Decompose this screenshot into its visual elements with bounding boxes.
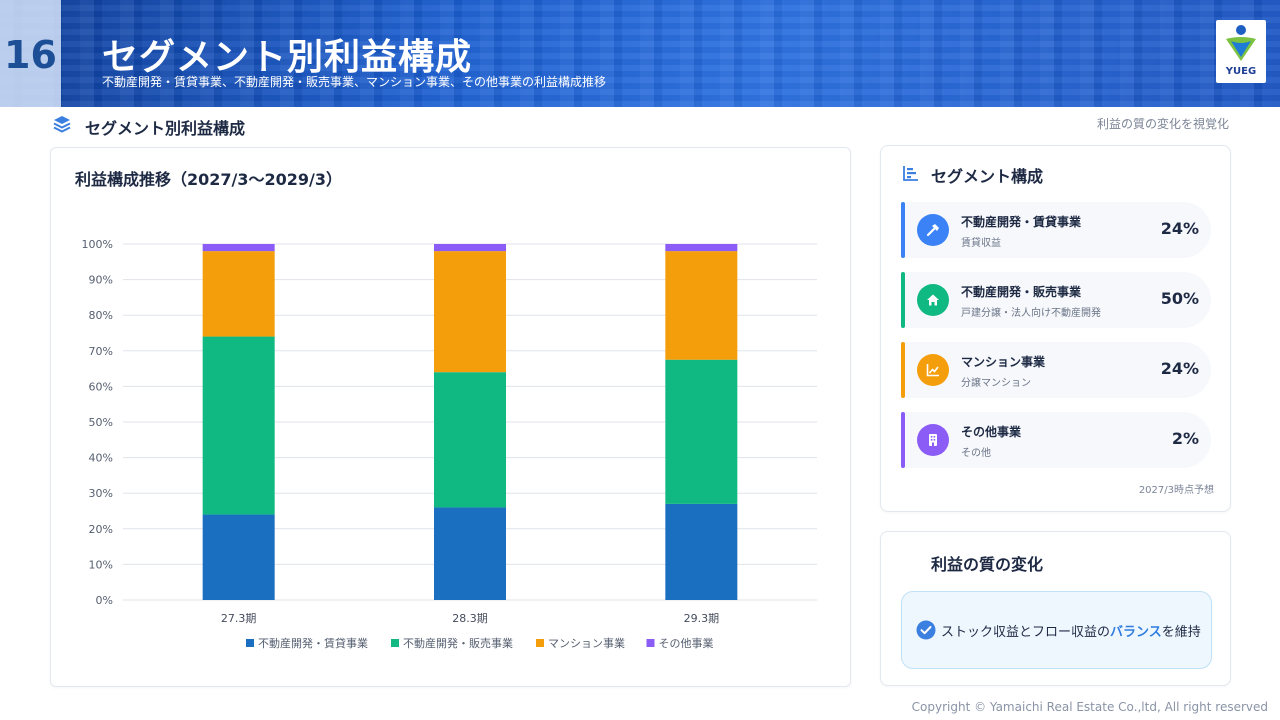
bar-segment bbox=[665, 503, 738, 600]
layers-icon bbox=[53, 116, 71, 133]
y-tick-label: 60% bbox=[89, 380, 113, 393]
bar-segment bbox=[434, 507, 506, 600]
section-note: 利益の質の変化を視覚化 bbox=[1096, 117, 1229, 131]
header-banner: 16 セグメント別利益構成 不動産開発・賃貸事業、不動産開発・販売事業、マンショ… bbox=[0, 0, 1280, 107]
y-tick-label: 70% bbox=[89, 345, 113, 358]
hammer-icon bbox=[926, 224, 939, 237]
y-tick-label: 80% bbox=[89, 309, 113, 322]
segment-desc: 分譲マンション bbox=[961, 378, 1031, 389]
y-tick-label: 50% bbox=[89, 416, 113, 429]
bar-segment bbox=[202, 244, 275, 252]
bar-segment bbox=[665, 359, 738, 504]
legend-label: マンション事業 bbox=[548, 637, 625, 650]
y-tick-label: 90% bbox=[89, 274, 113, 287]
legend-swatch bbox=[646, 639, 655, 647]
profit-quality-box: ストック収益とフロー収益のバランスを維持 bbox=[901, 591, 1212, 669]
segment-percent: 50% bbox=[1160, 289, 1199, 308]
bar-segment bbox=[202, 514, 275, 600]
page-number-box: 16 bbox=[0, 0, 61, 107]
section-title: セグメント別利益構成 bbox=[85, 119, 246, 138]
segment-percent: 24% bbox=[1160, 219, 1199, 238]
bar-chart-icon bbox=[903, 166, 918, 181]
logo-mark-icon bbox=[1226, 25, 1256, 61]
y-tick-label: 100% bbox=[82, 238, 113, 251]
stacked-bar-chart: 0% 10% 20% 30% 40% 50% 60% 70% 80% 90% 100% 27.3期 28… bbox=[82, 238, 817, 650]
chart-card: 利益構成推移（2027/3〜2029/3） 0% 10% 20% 30% 40% 50% 6… bbox=[50, 147, 851, 687]
bar-segment bbox=[202, 336, 275, 515]
segment-percent: 24% bbox=[1160, 359, 1199, 378]
segment-desc: 戸建分譲・法人向け不動産開発 bbox=[961, 308, 1101, 319]
bar-segment bbox=[434, 244, 506, 252]
profit-quality-text: ストック収益とフロー収益のバランスを維持 bbox=[941, 621, 1201, 640]
segment-item-other: その他事業 その他 2% bbox=[901, 412, 1211, 468]
quality-text-after: を維持 bbox=[1161, 625, 1201, 640]
segment-desc: その他 bbox=[961, 448, 991, 459]
bar-segment bbox=[202, 251, 275, 337]
bar-segment bbox=[665, 251, 738, 360]
header-cityscape-background bbox=[0, 0, 1280, 107]
building-icon bbox=[929, 434, 937, 446]
x-tick-label: 28.3期 bbox=[452, 612, 488, 625]
y-tick-label: 30% bbox=[89, 487, 113, 500]
page-subtitle: 不動産開発・賃貸事業、不動産開発・販売事業、マンション事業、その他事業の利益構成… bbox=[102, 75, 607, 89]
profit-quality-title: 利益の質の変化 bbox=[931, 555, 1044, 574]
segment-percent: 2% bbox=[1171, 429, 1199, 448]
home-icon bbox=[927, 294, 939, 306]
segment-desc: 賃貸収益 bbox=[961, 238, 1001, 249]
profit-quality-card: 利益の質の変化 ストック収益とフロー収益のバランスを維持 bbox=[880, 531, 1231, 686]
y-tick-label: 10% bbox=[89, 558, 113, 571]
segment-name: その他事業 bbox=[961, 425, 1022, 439]
segment-item-mansion: マンション事業 分譲マンション 24% bbox=[901, 342, 1211, 398]
x-tick-label: 27.3期 bbox=[221, 612, 257, 625]
segment-card-title: セグメント構成 bbox=[931, 167, 1044, 186]
page-number: 16 bbox=[4, 33, 57, 77]
y-tick-label: 0% bbox=[96, 594, 113, 607]
legend-label: 不動産開発・販売事業 bbox=[403, 636, 513, 650]
copyright: Copyright © Yamaichi Real Estate Co.,ltd… bbox=[911, 700, 1268, 714]
segment-note: 2027/3時点予想 bbox=[1138, 485, 1214, 496]
x-tick-label: 29.3期 bbox=[684, 612, 720, 625]
segment-name: 不動産開発・賃貸事業 bbox=[961, 215, 1082, 229]
segment-name: マンション事業 bbox=[961, 355, 1046, 369]
legend-swatch bbox=[536, 639, 544, 647]
segment-item-rental: 不動産開発・賃貸事業 賃貸収益 24% bbox=[901, 202, 1211, 258]
segment-icon-circle bbox=[917, 354, 949, 386]
chart-line-icon bbox=[926, 364, 939, 377]
segment-icon-circle bbox=[917, 214, 949, 246]
segment-accent-bar bbox=[901, 272, 905, 328]
y-tick-label: 40% bbox=[89, 452, 113, 465]
segment-card: セグメント構成 不動産開発・賃貸事業 賃貸収益 24% 不動産開発・販売事業 戸… bbox=[880, 145, 1231, 512]
bar-segment bbox=[434, 251, 506, 373]
company-logo: YUEG bbox=[1216, 20, 1266, 83]
check-circle-icon bbox=[916, 620, 936, 640]
segment-item-sales: 不動産開発・販売事業 戸建分譲・法人向け不動産開発 50% bbox=[901, 272, 1211, 328]
y-tick-label: 20% bbox=[89, 523, 113, 536]
chart-title: 利益構成推移（2027/3〜2029/3） bbox=[75, 170, 343, 189]
legend-swatch bbox=[246, 639, 254, 647]
quality-highlight: バランス bbox=[1110, 625, 1162, 640]
segment-accent-bar bbox=[901, 202, 905, 258]
segment-accent-bar bbox=[901, 342, 905, 398]
legend-swatch bbox=[391, 639, 399, 647]
bar-segment bbox=[434, 372, 506, 508]
logo-text: YUEG bbox=[1225, 66, 1257, 77]
legend-label: 不動産開発・賃貸事業 bbox=[258, 636, 368, 650]
legend-label: その他事業 bbox=[659, 637, 714, 650]
bar-segment bbox=[665, 244, 738, 252]
segment-icon-circle bbox=[917, 284, 949, 316]
segment-accent-bar bbox=[901, 412, 905, 468]
quality-text-before: ストック収益とフロー収益の bbox=[941, 625, 1111, 640]
page-title: セグメント別利益構成 bbox=[102, 37, 473, 78]
segment-name: 不動産開発・販売事業 bbox=[961, 285, 1082, 299]
segment-icon-circle bbox=[917, 424, 949, 456]
